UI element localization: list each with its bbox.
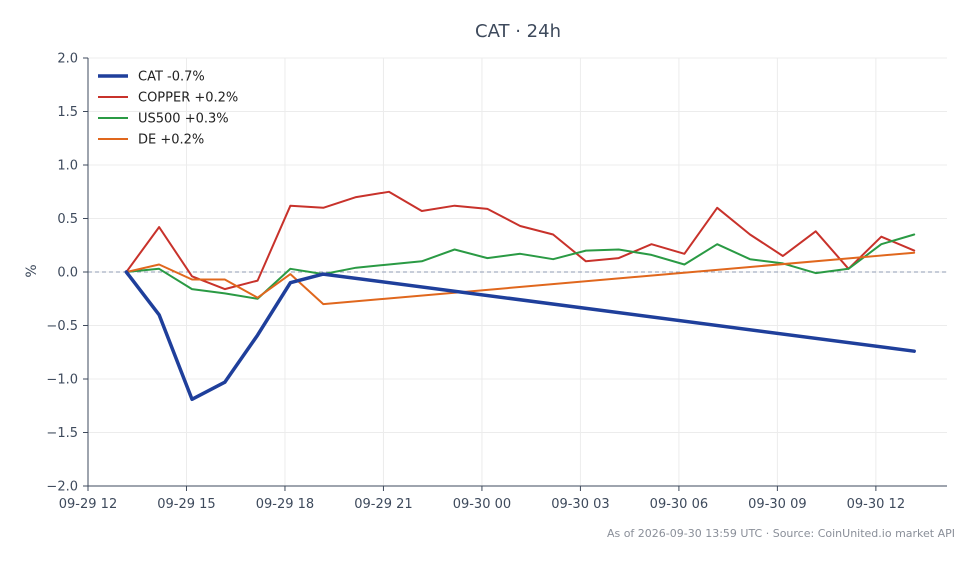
x-tick-label: 09-29 18 xyxy=(256,497,314,512)
legend-label-0: CAT -0.7% xyxy=(138,70,205,85)
x-tick-label: 09-30 09 xyxy=(748,497,806,512)
chart-title: CAT · 24h xyxy=(475,21,561,42)
y-tick-label: 1.5 xyxy=(57,105,78,120)
series-line-1 xyxy=(125,190,916,291)
y-tick-label: −0.5 xyxy=(46,319,78,334)
legend: CAT -0.7% COPPER +0.2% US500 +0.3% DE +0.2% xyxy=(98,70,238,148)
series-line-0 xyxy=(124,270,916,402)
legend-label-3: DE +0.2% xyxy=(138,133,204,148)
series-lines xyxy=(124,190,916,402)
x-tick-label: 09-30 12 xyxy=(847,497,905,512)
axes: 2.0 1.5 1.0 0.5 0.0 −0.5 −1.0 −1.5 −2.0 09-29 12 0… xyxy=(46,52,947,512)
y-tick-label: −1.5 xyxy=(46,426,78,441)
series-line-2 xyxy=(125,233,916,300)
y-tick-label: 2.0 xyxy=(57,52,78,67)
y-tick-label: 1.0 xyxy=(57,159,78,174)
source-footer: As of 2026-09-30 13:59 UTC · Source: Coi… xyxy=(607,527,955,540)
y-tick-label: −1.0 xyxy=(46,373,78,388)
y-axis-label: % xyxy=(24,264,40,277)
series-line-3 xyxy=(125,251,916,306)
legend-label-2: US500 +0.3% xyxy=(138,112,229,127)
x-tick-label: 09-29 12 xyxy=(59,497,117,512)
x-tick-label: 09-29 21 xyxy=(354,497,412,512)
y-tick-label: 0.5 xyxy=(57,212,78,227)
y-tick-label: −2.0 xyxy=(46,480,78,495)
x-tick-label: 09-30 00 xyxy=(453,497,511,512)
y-tick-label: 0.0 xyxy=(57,266,78,281)
x-tick-label: 09-30 06 xyxy=(650,497,708,512)
x-tick-label: 09-30 03 xyxy=(551,497,609,512)
legend-label-1: COPPER +0.2% xyxy=(138,91,238,106)
x-tick-label: 09-29 15 xyxy=(157,497,215,512)
